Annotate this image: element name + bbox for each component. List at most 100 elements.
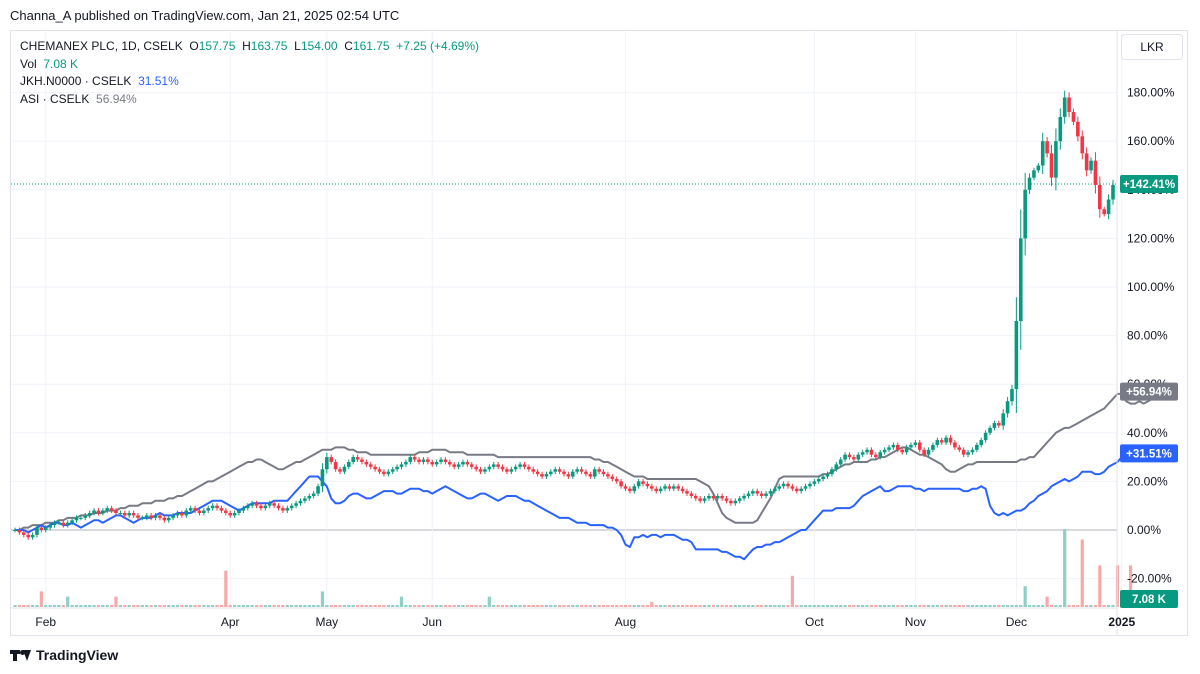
y-tick-label: 180.00% bbox=[1127, 86, 1175, 100]
candle-body bbox=[197, 510, 202, 513]
volume-bar bbox=[189, 605, 193, 607]
volume-bar bbox=[812, 605, 816, 607]
volume-bar bbox=[957, 605, 961, 607]
x-tick-label: May bbox=[315, 615, 338, 629]
candle-body bbox=[1005, 401, 1010, 414]
candle-body bbox=[241, 508, 246, 511]
candle-body bbox=[878, 452, 883, 458]
volume-bar bbox=[1063, 529, 1067, 607]
volume-bar bbox=[110, 605, 114, 607]
volume-bar bbox=[716, 605, 720, 607]
legend-jkh-label[interactable]: JKH.N0000 · CSELK bbox=[20, 74, 132, 88]
volume-bar bbox=[746, 605, 751, 607]
candle-body bbox=[79, 517, 83, 519]
candle-body bbox=[52, 522, 57, 526]
candle-body bbox=[245, 505, 250, 509]
candle-body bbox=[430, 461, 435, 465]
candle-body bbox=[707, 495, 711, 499]
candle-body bbox=[368, 464, 373, 467]
volume-bar bbox=[856, 605, 860, 607]
volume-bar bbox=[566, 605, 570, 607]
volume-bar bbox=[118, 605, 123, 607]
volume-bar bbox=[180, 605, 184, 607]
x-tick-label: Aug bbox=[615, 615, 636, 629]
candle-body bbox=[975, 444, 979, 450]
candle-body bbox=[298, 500, 303, 504]
candle-body bbox=[127, 512, 131, 516]
legend-open-label: O bbox=[189, 39, 199, 53]
jkh-line bbox=[15, 451, 1162, 561]
volume-bar bbox=[887, 605, 891, 607]
volume-bar bbox=[492, 605, 496, 607]
volume-bar bbox=[1089, 605, 1093, 607]
candle-body bbox=[395, 466, 399, 470]
candle-body bbox=[672, 486, 676, 489]
y-tick-label: 20.00% bbox=[1127, 474, 1168, 488]
volume-bar bbox=[452, 605, 456, 607]
volume-bar bbox=[193, 605, 197, 607]
candle-body bbox=[307, 495, 312, 499]
volume-bar bbox=[1027, 605, 1032, 607]
candle-body bbox=[685, 491, 689, 494]
volume-bar bbox=[197, 605, 202, 607]
legend-symbol[interactable]: CHEMANEX PLC, 1D, CSELK bbox=[20, 39, 183, 53]
legend-asi-label[interactable]: ASI · CSELK bbox=[20, 91, 90, 106]
volume-bar bbox=[518, 605, 522, 607]
candle-body bbox=[74, 517, 79, 521]
candle-body bbox=[500, 466, 505, 470]
volume-bar bbox=[549, 605, 553, 607]
legend-close-label: C bbox=[344, 39, 353, 53]
candle-body bbox=[557, 469, 562, 472]
volume-badge-bg bbox=[1120, 590, 1178, 608]
legend-asi-row: ASI · CSELK 56.94% bbox=[20, 91, 479, 109]
volume-bar bbox=[1128, 565, 1133, 607]
volume-bar bbox=[685, 605, 689, 607]
candle-body bbox=[70, 520, 74, 523]
volume-bar bbox=[1014, 605, 1018, 607]
volume-bar bbox=[1005, 605, 1010, 607]
candle-body bbox=[21, 532, 26, 535]
candle-body bbox=[386, 471, 391, 475]
volume-bar bbox=[922, 605, 926, 607]
volume-bar bbox=[228, 605, 232, 607]
x-tick-label: Oct bbox=[805, 615, 824, 629]
candle-body bbox=[768, 491, 773, 494]
currency-button[interactable]: LKR bbox=[1121, 34, 1183, 60]
volume-bar bbox=[900, 605, 904, 607]
candle-body bbox=[101, 510, 105, 513]
candle-body bbox=[619, 481, 623, 487]
volume-bar bbox=[891, 605, 895, 607]
volume-bar bbox=[246, 605, 250, 607]
volume-bar bbox=[338, 605, 342, 607]
y-axis: 180.00%160.00%140.00%120.00%100.00%80.00… bbox=[1116, 31, 1175, 636]
volume-bar bbox=[953, 605, 957, 607]
candle-body bbox=[412, 457, 417, 460]
volume-bar bbox=[509, 605, 513, 607]
candle-body bbox=[404, 461, 408, 465]
candle-body bbox=[399, 464, 404, 467]
volume-bar bbox=[571, 605, 575, 607]
volume-bar bbox=[852, 605, 856, 607]
candle-body bbox=[830, 469, 834, 475]
candle-body bbox=[957, 447, 962, 450]
y-tick-label: 80.00% bbox=[1127, 329, 1168, 343]
volume-bar bbox=[536, 605, 540, 607]
volume-bar bbox=[751, 605, 755, 607]
volume-bar bbox=[162, 605, 166, 607]
candle-body bbox=[461, 461, 465, 465]
tradingview-logo[interactable]: TradingView bbox=[10, 647, 118, 663]
candle-body bbox=[715, 495, 720, 499]
candle-body bbox=[781, 483, 786, 487]
candle-body bbox=[149, 515, 153, 518]
volume-bar bbox=[637, 605, 641, 607]
volume-bar bbox=[505, 605, 509, 607]
volume-bar bbox=[360, 605, 364, 607]
candle-body bbox=[426, 459, 430, 462]
candle-body bbox=[180, 512, 184, 516]
volume-bar bbox=[483, 605, 487, 607]
candle-body bbox=[237, 510, 241, 513]
chart-frame[interactable] bbox=[10, 30, 1188, 636]
candle-body bbox=[895, 444, 900, 450]
volume-bar bbox=[202, 605, 206, 607]
